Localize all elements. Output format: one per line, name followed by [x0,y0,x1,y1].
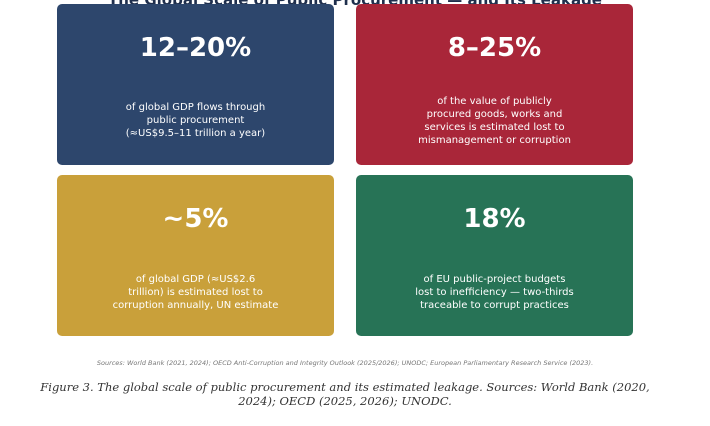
stat-card-value-lost: 8–25% of the value of publicly procured … [356,4,633,165]
stat-value: 8–25% [447,33,542,63]
sources-note: Sources: World Bank (2021, 2024); OECD A… [96,359,594,367]
figure-caption: Figure 3. The global scale of public pro… [40,380,650,408]
stat-value: 12–20% [139,33,252,63]
figure-title: The Global Scale of Public Procurement —… [108,0,602,9]
stat-description: of global GDP flows through public procu… [125,102,266,139]
stat-description: of the value of publicly procured goods,… [418,96,571,146]
stat-value: 18% [463,204,526,234]
stat-card-procurement-share: 12–20% of global GDP flows through publi… [57,4,334,165]
stat-description: of global GDP (≈US$2.6 trillion) is esti… [112,274,279,311]
stat-value: ~5% [162,204,229,234]
stat-description: of EU public-project budgets lost to ine… [415,274,574,311]
stat-card-eu-budgets: 18% of EU public-project budgets lost to… [356,175,633,336]
stat-card-gdp-lost: ~5% of global GDP (≈US$2.6 trillion) is … [57,175,334,336]
